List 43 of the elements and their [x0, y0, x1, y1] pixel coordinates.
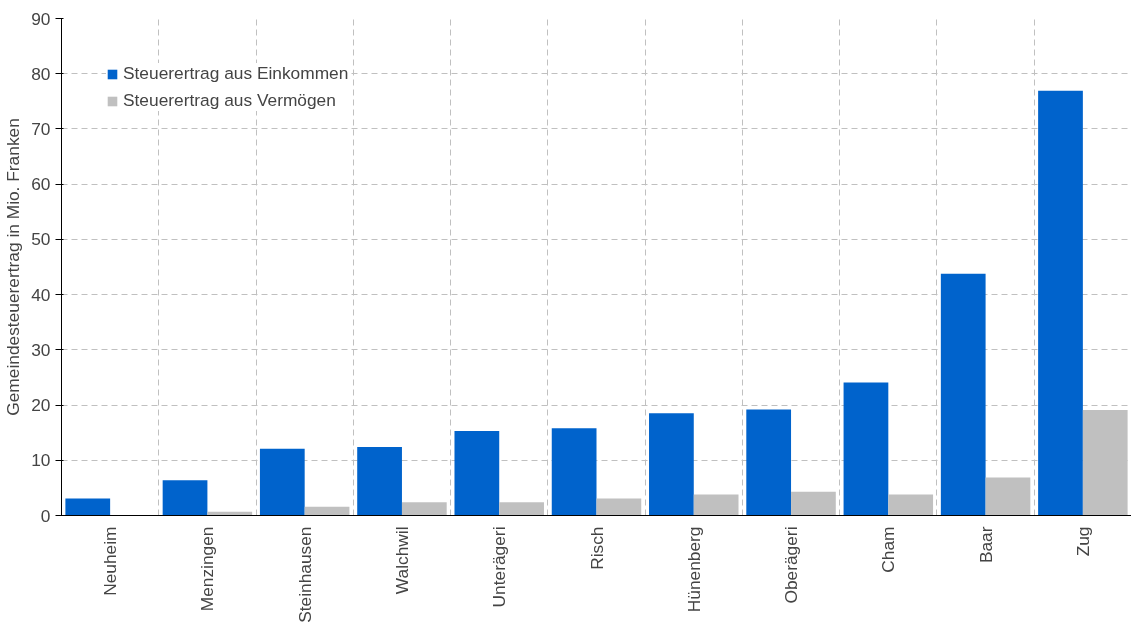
bar [843, 382, 889, 516]
bar [357, 447, 402, 516]
x-tick-label: Walchwil [391, 526, 412, 595]
x-tick-label: Oberägeri [781, 526, 802, 604]
bar [888, 494, 934, 516]
y-tick-label: 50 [31, 229, 51, 250]
bar [791, 491, 836, 516]
x-tick-label: Unterägeri [489, 526, 510, 608]
y-tick-label: 10 [31, 450, 51, 471]
bar [1082, 410, 1128, 516]
y-tick-label: 60 [31, 174, 51, 195]
x-tick-label: Steinhausen [294, 526, 315, 623]
bar [65, 498, 111, 516]
x-tick-label: Zug [1072, 526, 1093, 557]
x-tick-label: Neuheim [100, 526, 121, 596]
bar [940, 273, 986, 516]
bar [596, 498, 642, 516]
bar [985, 477, 1031, 516]
bar [499, 502, 544, 516]
legend-label: Steuerertrag aus Vermögen [123, 90, 336, 111]
bar [162, 480, 208, 516]
legend-label: Steuerertrag aus Einkommen [123, 63, 349, 84]
bar [649, 413, 694, 516]
bar [551, 428, 597, 516]
y-axis-title: Gemeindesteuerertrag in Mio. Franken [3, 118, 24, 416]
y-tick-label: 70 [31, 118, 51, 139]
y-tick-label: 90 [31, 8, 51, 29]
bar [693, 494, 739, 516]
bar [454, 431, 500, 516]
y-tick-label: 30 [31, 339, 51, 360]
bar [1038, 90, 1083, 516]
bar [259, 448, 305, 516]
y-tick-label: 40 [31, 284, 51, 305]
y-tick-label: 80 [31, 63, 51, 84]
x-tick-label: Menzingen [197, 526, 218, 612]
x-tick-label: Hünenberg [683, 526, 704, 613]
x-tick-label: Risch [586, 526, 607, 570]
bar [746, 409, 792, 516]
x-tick-label: Cham [878, 526, 899, 573]
y-tick-label: 0 [40, 505, 51, 526]
y-tick-label: 20 [31, 395, 51, 416]
x-tick-label: Baar [975, 526, 996, 564]
bar [401, 502, 447, 516]
